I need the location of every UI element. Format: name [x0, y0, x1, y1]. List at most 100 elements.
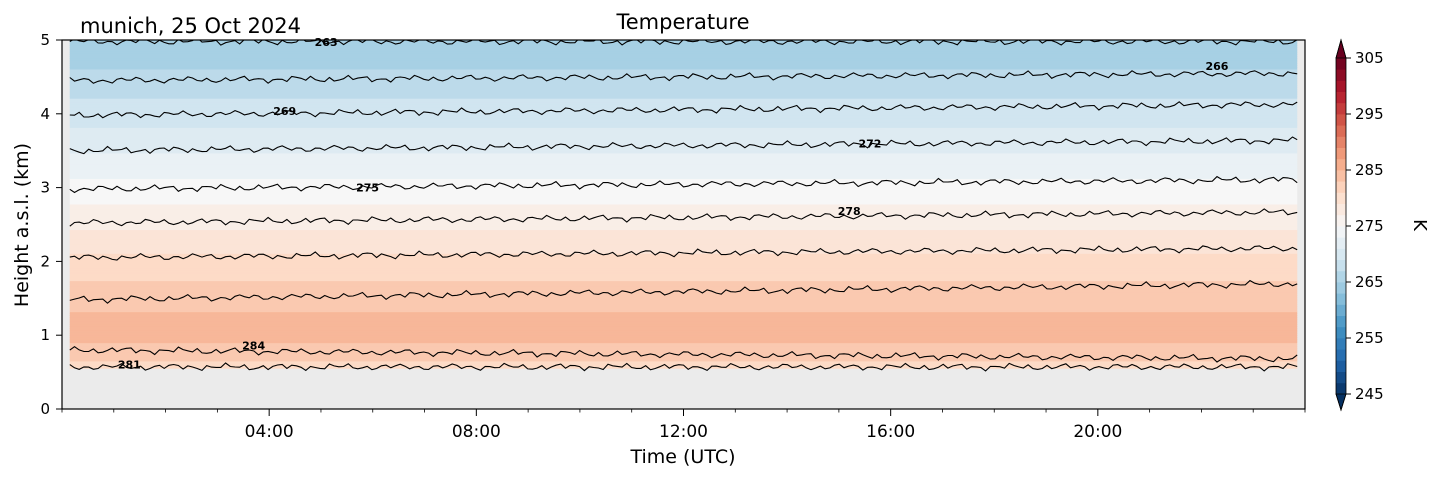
- heatmap-band: [69, 160, 1298, 163]
- heatmap-band: [69, 276, 1298, 280]
- heatmap-band: [69, 96, 1298, 99]
- heatmap-band: [69, 304, 1298, 307]
- heatmap-band: [69, 45, 1298, 48]
- colorbar-segment: [1336, 158, 1346, 171]
- heatmap-band: [69, 227, 1298, 231]
- contour-label-275: 275: [356, 182, 379, 195]
- x-tick-label: 20:00: [1073, 422, 1122, 442]
- heatmap-band: [69, 289, 1298, 293]
- contour-line-281: [69, 245, 1298, 261]
- heatmap-band: [69, 340, 1298, 344]
- plot-area: 263 266 269 272 275 278 281 284: [61, 36, 1306, 410]
- heatmap-band: [69, 46, 1298, 50]
- y-tick-label: 5: [40, 31, 50, 49]
- colorbar-segment: [1336, 259, 1346, 272]
- heatmap-band: [69, 149, 1298, 152]
- heatmap-band: [69, 110, 1298, 114]
- chart-title: Temperature: [615, 10, 749, 34]
- heatmap-band: [69, 176, 1298, 179]
- heatmap-band: [69, 79, 1298, 83]
- heatmap-band: [69, 353, 1298, 356]
- colorbar-segment: [1336, 338, 1346, 350]
- heatmap-band: [69, 264, 1298, 267]
- heatmap-band: [69, 129, 1298, 132]
- heatmap-band: [69, 349, 1298, 353]
- heatmap-band: [69, 202, 1298, 205]
- heatmap-band: [69, 249, 1298, 252]
- heatmap-band: [69, 342, 1298, 345]
- heatmap-band: [69, 57, 1298, 61]
- heatmap-band: [69, 83, 1298, 86]
- colorbar-segment: [1336, 304, 1346, 316]
- colorbar-segment: [1336, 58, 1346, 70]
- heatmap-band: [69, 78, 1298, 81]
- heatmap-band: [69, 109, 1298, 112]
- heatmap-band: [69, 222, 1298, 225]
- colorbar-segment: [1336, 181, 1346, 193]
- heatmap-band: [69, 192, 1298, 196]
- heatmap-band: [69, 140, 1298, 143]
- heatmap-band: [69, 43, 1298, 46]
- heatmap-band: [69, 280, 1298, 283]
- x-axis: 04:00 08:00 12:00 16:00 20:00: [61, 409, 1306, 442]
- temperature-heatmap: [69, 40, 1298, 369]
- heatmap-band: [69, 65, 1298, 68]
- heatmap-band: [69, 134, 1298, 137]
- heatmap-band: [69, 333, 1298, 336]
- heatmap-band: [69, 87, 1298, 90]
- heatmap-band: [69, 245, 1298, 249]
- heatmap-band: [69, 136, 1298, 139]
- heatmap-band: [69, 322, 1298, 325]
- heatmap-band: [69, 278, 1298, 282]
- heatmap-band: [69, 327, 1298, 331]
- contour-line-275: [69, 175, 1298, 194]
- x-tick-label: 08:00: [452, 422, 501, 442]
- colorbar-tick-label: 285: [1355, 161, 1384, 179]
- colorbar-segment: [1336, 349, 1346, 361]
- y-tick-label: 2: [40, 252, 50, 270]
- heatmap-band: [69, 238, 1298, 241]
- heatmap-band: [69, 154, 1298, 158]
- heatmap-band: [69, 366, 1298, 369]
- heatmap-band: [69, 118, 1298, 121]
- heatmap-band: [69, 67, 1298, 70]
- colorbar-segment: [1336, 114, 1346, 126]
- x-tick-label: 16:00: [866, 422, 915, 442]
- heatmap-band: [69, 121, 1298, 125]
- heatmap-band: [69, 338, 1298, 342]
- heatmap-band: [69, 92, 1298, 96]
- heatmap-band: [69, 300, 1298, 304]
- y-axis-label: Height a.s.l. (km): [11, 143, 33, 307]
- heatmap-band: [69, 296, 1298, 300]
- heatmap-band: [69, 298, 1298, 302]
- contour-line-272: [69, 136, 1298, 155]
- heatmap-band: [69, 130, 1298, 134]
- heatmap-band: [69, 244, 1298, 247]
- colorbar-tick-label: 245: [1355, 385, 1384, 403]
- heatmap-band: [69, 329, 1298, 333]
- heatmap-band: [69, 287, 1298, 291]
- heatmap-band: [69, 81, 1298, 85]
- contour-line-284: [69, 279, 1298, 304]
- colorbar-extend-max: [1335, 38, 1347, 59]
- colorbar-segment: [1336, 382, 1346, 395]
- colorbar-segment: [1336, 203, 1346, 216]
- heatmap-band: [69, 216, 1298, 220]
- heatmap-band: [69, 320, 1298, 324]
- contour-label-266: 266: [1205, 60, 1228, 73]
- x-tick-label: 04:00: [245, 422, 294, 442]
- heatmap-band: [69, 236, 1298, 240]
- y-axis: 0 1 2 3 4 5: [40, 31, 62, 418]
- colorbar-extend-min: [1335, 393, 1347, 412]
- heatmap-band: [69, 101, 1298, 105]
- heatmap-band: [69, 242, 1298, 245]
- colorbar-segment: [1336, 315, 1346, 328]
- heatmap-band: [69, 256, 1298, 260]
- contour-label-278: 278: [838, 205, 861, 218]
- heatmap-band: [69, 150, 1298, 154]
- heatmap-band: [69, 260, 1298, 263]
- heatmap-band: [69, 309, 1298, 313]
- heatmap-band: [69, 98, 1298, 101]
- heatmap-band: [69, 273, 1298, 276]
- heatmap-band: [69, 143, 1298, 147]
